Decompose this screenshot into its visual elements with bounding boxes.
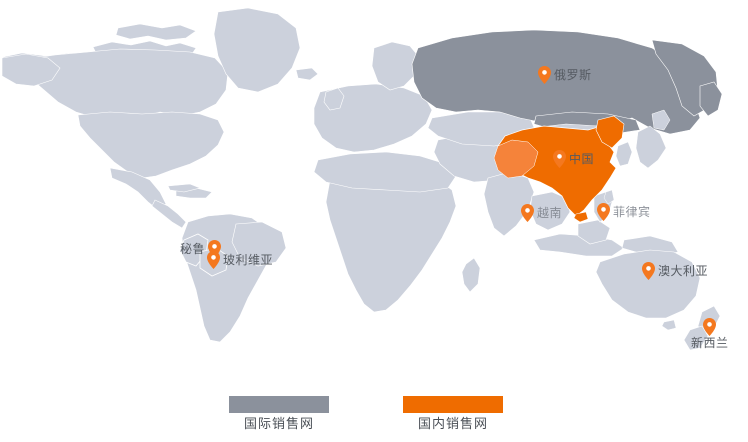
map-marker-label-china: 中国 <box>569 152 595 166</box>
region-indonesia <box>533 233 625 257</box>
legend-swatch-domestic <box>403 396 503 413</box>
map-marker-label-bolivia: 玻利维亚 <box>223 253 274 267</box>
location-pin-icon <box>703 318 717 336</box>
legend-label-international: 国际销售网 <box>243 417 314 432</box>
location-pin-icon <box>642 262 655 280</box>
region-iceland <box>295 67 319 81</box>
region-china-west <box>493 139 539 179</box>
region-north-africa <box>313 151 457 193</box>
region-cuba <box>167 183 201 193</box>
map-marker-bolivia[interactable]: 玻利维亚 <box>207 251 273 269</box>
region-taiwan <box>603 189 615 205</box>
region-china-northeast <box>595 115 625 149</box>
world-map <box>1 7 723 351</box>
map-marker-philippines[interactable]: 菲律宾 <box>597 203 651 221</box>
world-map-svg <box>1 7 723 351</box>
region-central-america <box>151 199 187 229</box>
map-legend: 国际销售网 国内销售网 <box>0 396 748 442</box>
region-korea <box>615 141 633 167</box>
map-marker-label-vietnam: 越南 <box>537 206 563 220</box>
map-marker-newzealand[interactable]: 新西兰 <box>691 318 729 349</box>
region-brazil-bulge <box>231 221 287 267</box>
location-pin-icon <box>538 66 551 84</box>
map-marker-australia[interactable]: 澳大利亚 <box>642 262 708 280</box>
map-marker-vietnam[interactable]: 越南 <box>521 204 562 222</box>
map-landmasses <box>1 7 723 351</box>
location-pin-icon <box>521 204 534 222</box>
region-kamchatka <box>699 81 723 117</box>
location-pin-icon <box>597 203 610 221</box>
legend-item-international[interactable]: 国际销售网 <box>224 396 334 431</box>
region-japan-north <box>651 109 671 131</box>
region-uk <box>323 87 345 111</box>
region-new-zealand-south <box>683 325 709 351</box>
region-greenland <box>213 7 301 93</box>
region-japan <box>635 125 667 169</box>
location-pin-icon <box>553 150 566 168</box>
region-canada-mainland <box>19 48 229 121</box>
region-borneo <box>577 219 611 245</box>
legend-item-domestic[interactable]: 国内销售网 <box>398 396 508 431</box>
region-madagascar <box>461 257 481 293</box>
map-marker-label-australia: 澳大利亚 <box>658 264 709 278</box>
map-marker-label-peru: 秘鲁 <box>180 242 206 256</box>
region-africa <box>325 169 457 313</box>
region-alaska <box>1 53 61 87</box>
map-marker-label-russia: 俄罗斯 <box>554 68 592 82</box>
region-arctic-islands <box>115 23 197 41</box>
map-marker-label-philippines: 菲律宾 <box>613 205 651 219</box>
legend-swatch-international <box>229 396 329 413</box>
region-tasmania <box>661 319 677 331</box>
region-russia <box>411 29 701 135</box>
region-scandinavia <box>371 41 421 91</box>
location-pin-icon <box>207 251 220 269</box>
map-marker-china[interactable]: 中国 <box>553 150 594 168</box>
region-hainan <box>573 211 589 223</box>
map-marker-russia[interactable]: 俄罗斯 <box>538 66 592 84</box>
legend-label-domestic: 国内销售网 <box>417 417 488 432</box>
region-usa <box>77 111 225 179</box>
map-marker-label-newzealand: 新西兰 <box>691 336 729 350</box>
region-australia <box>595 249 701 319</box>
